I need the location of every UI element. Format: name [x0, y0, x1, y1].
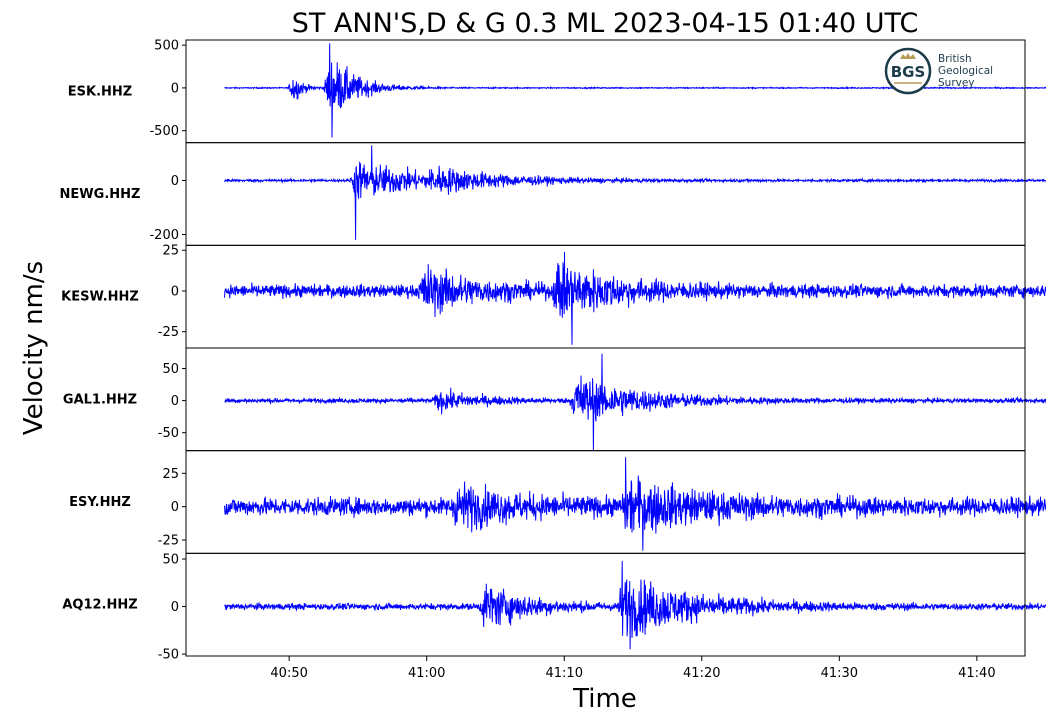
y-tick-label: 50: [162, 362, 179, 377]
y-tick-label: 0: [171, 284, 179, 299]
logo-text-line: British: [938, 53, 972, 65]
panel-frame: [185, 450, 1026, 554]
y-tick-label: 25: [162, 467, 179, 482]
trace-panel-kesw-hhz: 25 0 -25 KESW.HHZ: [61, 244, 1046, 349]
x-tick-label: 41:20: [683, 666, 720, 681]
station-label: ESK.HHZ: [68, 84, 132, 99]
station-label: NEWG.HHZ: [60, 187, 141, 202]
y-tick-label: -25: [158, 534, 179, 549]
x-tick-label: 41:00: [408, 666, 445, 681]
trace-panel-esy-hhz: 25 0 -25 ESY.HHZ: [69, 450, 1046, 554]
waveform-trace: [224, 457, 1046, 551]
waveform-trace: [224, 353, 1046, 451]
panel-frame: [185, 142, 1026, 246]
y-tick-label: -500: [149, 124, 179, 139]
x-axis-label: Time: [572, 684, 637, 714]
y-tick-label: 0: [171, 600, 179, 615]
x-tick-label: 41:30: [821, 666, 858, 681]
y-tick-label: -50: [158, 648, 179, 663]
trace-panel-aq12-hhz: 50 0 -50 AQ12.HHZ: [62, 553, 1046, 663]
y-axis-label: Velocity nm/s: [19, 261, 49, 435]
trace-panel-newg-hhz: 0 -200 NEWG.HHZ: [60, 142, 1046, 246]
y-tick-label: -200: [149, 228, 179, 243]
y-tick-label: 0: [171, 174, 179, 189]
waveform-trace: [224, 560, 1046, 650]
y-tick-label: 0: [171, 81, 179, 96]
waveform-trace: [224, 251, 1046, 345]
trace-panels: 5000-500ESK.HHZ0-200NEWG.HHZ250-25KESW.H…: [60, 39, 1046, 663]
y-tick-label: -50: [158, 426, 179, 441]
y-tick-label: 25: [162, 244, 179, 259]
waveform-trace: [224, 145, 1046, 240]
crown-icon: [900, 53, 916, 59]
x-tick-label: 41:40: [958, 666, 995, 681]
y-tick-label: 0: [171, 394, 179, 409]
y-tick-label: -25: [158, 325, 179, 340]
logo-ring: [884, 47, 932, 95]
trace-panel-gal1-hhz: 50 0 -50 GAL1.HHZ: [63, 347, 1046, 452]
x-axis: 40:50 41:00 41:10 41:20 41:30 41:40: [270, 656, 996, 681]
logo-mark: BGS: [891, 63, 926, 81]
x-tick-label: 40:50: [270, 666, 307, 681]
station-label: AQ12.HHZ: [62, 598, 137, 613]
chart-title: ST ANN'S,D & G 0.3 ML 2023-04-15 01:40 U…: [292, 8, 919, 39]
y-tick-label: 0: [171, 500, 179, 515]
y-tick-label: 500: [154, 39, 179, 54]
logo-text-line: Geological: [938, 65, 993, 77]
station-label: KESW.HHZ: [61, 290, 139, 305]
panel-frame: [185, 552, 1026, 657]
y-tick-label: 50: [162, 553, 179, 568]
logo-text-line: Survey: [938, 77, 975, 89]
station-label: GAL1.HHZ: [63, 392, 137, 407]
x-tick-label: 41:10: [546, 666, 583, 681]
station-label: ESY.HHZ: [69, 495, 131, 510]
